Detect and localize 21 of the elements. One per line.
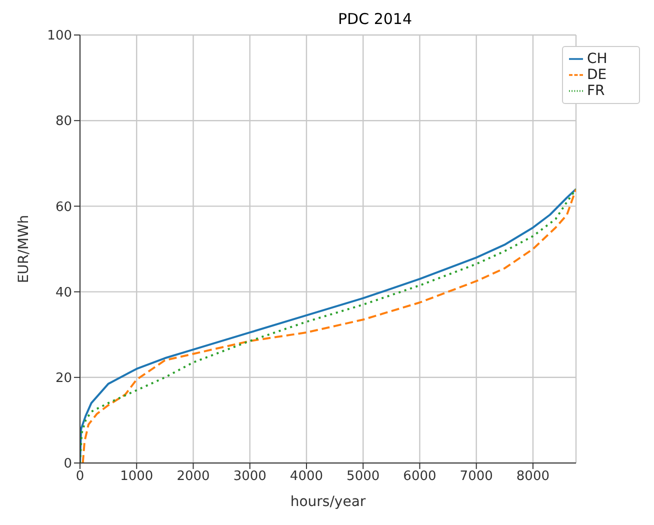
y-tick-label: 0 — [64, 456, 72, 472]
x-tick-label: 2000 — [176, 469, 210, 484]
y-tick-label: 20 — [55, 371, 72, 386]
y-tick-label: 60 — [55, 200, 72, 215]
y-axis-title: EUR/MWh — [16, 214, 32, 284]
legend-label: CH — [587, 51, 608, 67]
x-tick-label: 1000 — [120, 469, 154, 484]
x-tick-label: 5000 — [346, 469, 380, 484]
legend-label: FR — [587, 83, 605, 99]
chart-title: PDC 2014 — [336, 10, 413, 28]
x-tick-label: 3000 — [233, 469, 266, 484]
legend-label: DE — [587, 67, 607, 83]
y-tick-label: 40 — [55, 285, 72, 300]
x-tick-label: 8000 — [516, 469, 550, 484]
y-tick-label: 80 — [55, 114, 72, 130]
x-tick-label: 0 — [76, 469, 84, 484]
x-tick-label: 4000 — [290, 469, 324, 484]
y-tick-label: 100 — [47, 28, 72, 44]
x-axis-title: hours/year — [290, 494, 366, 510]
x-tick-label: 7000 — [460, 469, 493, 484]
x-tick-label: 6000 — [403, 469, 436, 484]
